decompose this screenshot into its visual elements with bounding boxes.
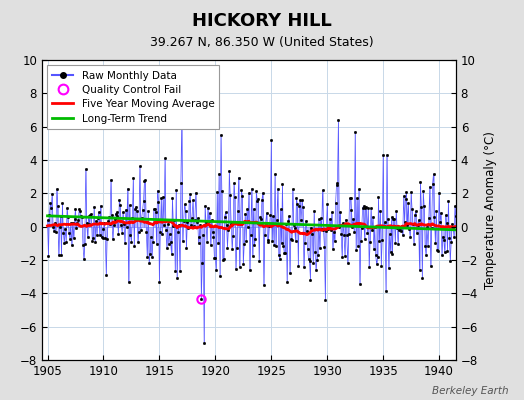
Legend: Raw Monthly Data, Quality Control Fail, Five Year Moving Average, Long-Term Tren: Raw Monthly Data, Quality Control Fail, … xyxy=(47,65,220,129)
Text: Berkeley Earth: Berkeley Earth xyxy=(432,386,508,396)
Text: 39.267 N, 86.350 W (United States): 39.267 N, 86.350 W (United States) xyxy=(150,36,374,49)
Text: HICKORY HILL: HICKORY HILL xyxy=(192,12,332,30)
Y-axis label: Temperature Anomaly (°C): Temperature Anomaly (°C) xyxy=(484,131,497,289)
